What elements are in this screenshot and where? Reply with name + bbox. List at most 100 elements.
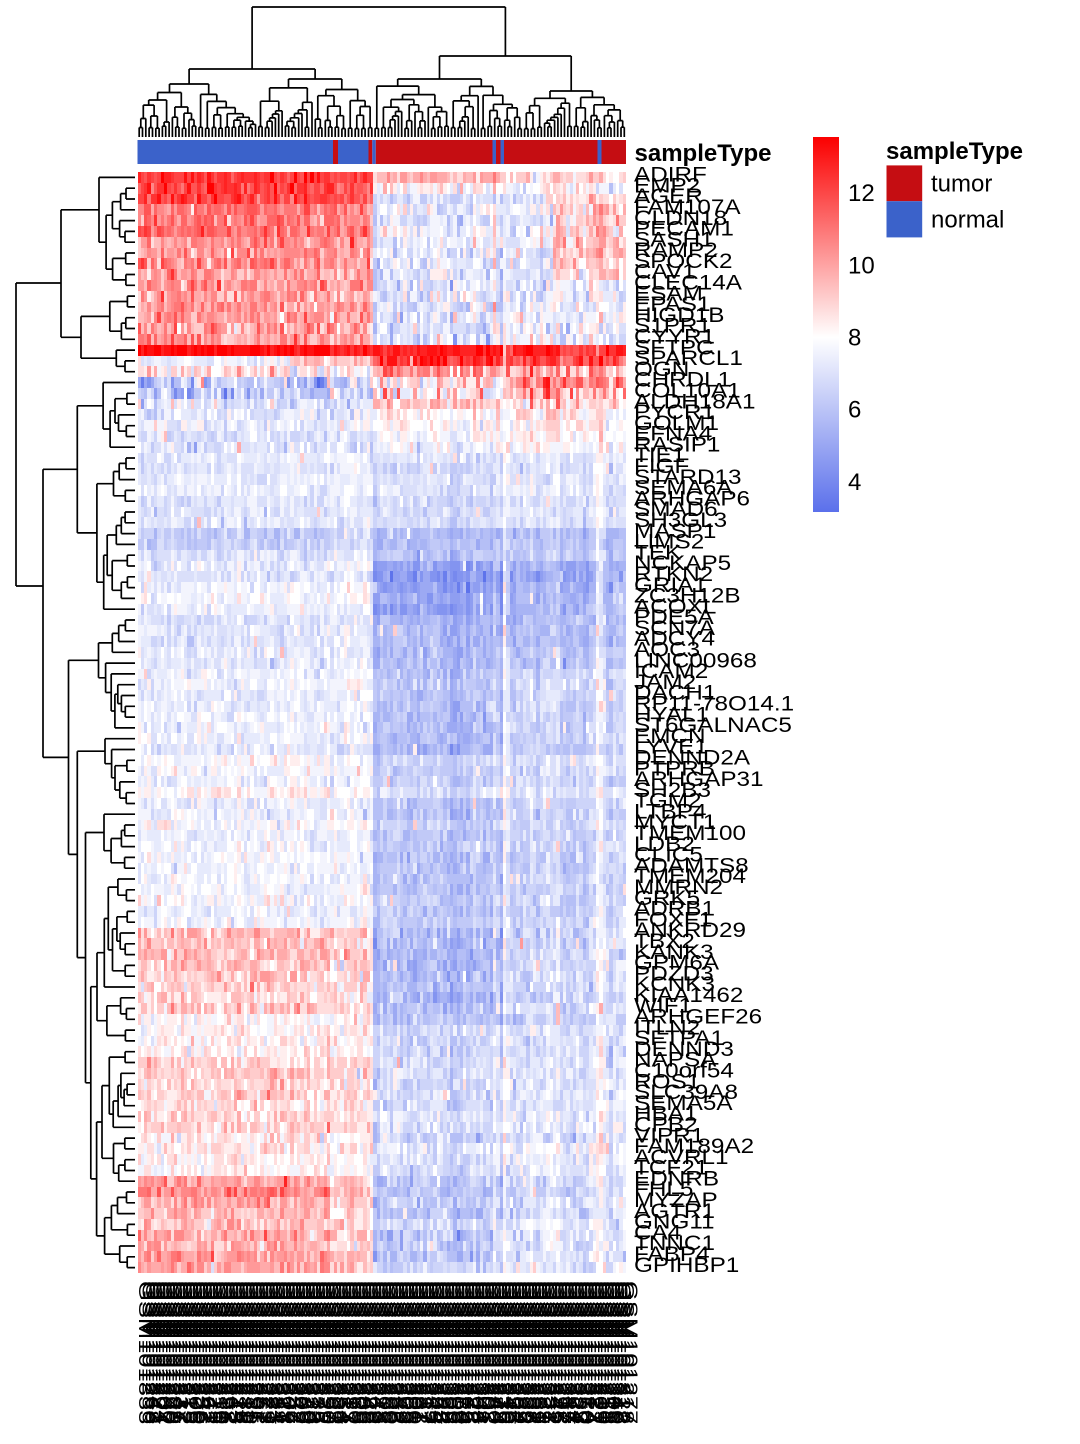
svg-text:MYCT1: MYCT1 [634, 810, 716, 834]
svg-text:GSM101326: GSM101326 [361, 1281, 382, 1424]
svg-text:GSM101279: GSM101279 [491, 1281, 512, 1424]
svg-text:TNNC1: TNNC1 [634, 1231, 715, 1255]
svg-text:SPOCK2: SPOCK2 [634, 248, 732, 272]
svg-text:SFTPC: SFTPC [634, 335, 714, 359]
svg-text:TCF21: TCF21 [634, 1155, 708, 1179]
svg-text:GSM101306: GSM101306 [351, 1281, 372, 1424]
svg-text:GSM101327: GSM101327 [537, 1281, 558, 1424]
svg-text:EPAS1: EPAS1 [634, 292, 710, 316]
svg-text:ST6GALNAC5: ST6GALNAC5 [634, 713, 792, 737]
svg-text:GSM101217: GSM101217 [417, 1281, 438, 1424]
svg-text:FABP4: FABP4 [634, 1242, 710, 1266]
svg-text:GSM101277: GSM101277 [620, 1281, 641, 1424]
svg-text:GSM101276: GSM101276 [231, 1281, 252, 1424]
svg-text:GSM101352: GSM101352 [285, 1281, 306, 1424]
svg-text:GSM101275: GSM101275 [178, 1281, 199, 1424]
svg-text:TEK: TEK [634, 540, 681, 564]
svg-text:GSM101338: GSM101338 [295, 1281, 316, 1424]
svg-text:GSM101314: GSM101314 [580, 1281, 601, 1424]
svg-text:GSM101299: GSM101299 [165, 1281, 186, 1424]
svg-text:NAPSA: NAPSA [634, 1047, 717, 1071]
svg-text:ANKRD29: ANKRD29 [634, 918, 746, 942]
svg-text:GSM101341: GSM101341 [168, 1281, 189, 1424]
svg-text:GSM101320: GSM101320 [188, 1281, 209, 1424]
svg-text:GSM101307: GSM101307 [278, 1281, 299, 1424]
svg-text:GSM101339: GSM101339 [517, 1281, 538, 1424]
svg-text:KANK3: KANK3 [634, 939, 714, 963]
svg-text:SASH1: SASH1 [634, 227, 714, 251]
svg-text:GSM101236: GSM101236 [494, 1281, 515, 1424]
svg-text:GSM101321: GSM101321 [261, 1281, 282, 1424]
svg-text:PYCR1: PYCR1 [634, 400, 715, 424]
svg-text:CA4: CA4 [634, 1220, 681, 1244]
svg-text:GSM101214: GSM101214 [228, 1281, 249, 1424]
svg-text:GSM101251: GSM101251 [597, 1281, 618, 1424]
svg-text:CYYR1: CYYR1 [634, 324, 715, 348]
svg-text:GSM101272: GSM101272 [311, 1281, 332, 1424]
svg-text:GSM101328: GSM101328 [461, 1281, 482, 1424]
svg-text:CLDN18: CLDN18 [634, 205, 727, 229]
svg-text:GSM101215: GSM101215 [208, 1281, 229, 1424]
svg-text:HYAL1: HYAL1 [634, 702, 709, 726]
svg-text:GSM101355: GSM101355 [401, 1281, 422, 1424]
svg-text:GSM101268: GSM101268 [142, 1281, 163, 1424]
svg-text:GSM101243: GSM101243 [368, 1281, 389, 1424]
svg-text:ZC3H12B: ZC3H12B [634, 583, 741, 607]
svg-text:GSM101231: GSM101231 [530, 1281, 551, 1424]
svg-text:GSM101259: GSM101259 [527, 1281, 548, 1424]
svg-text:GSM101253: GSM101253 [504, 1281, 525, 1424]
svg-text:GSM101350: GSM101350 [574, 1281, 595, 1424]
svg-text:GSM101329: GSM101329 [314, 1281, 335, 1424]
svg-text:GSM101318: GSM101318 [371, 1281, 392, 1424]
svg-text:AOC3: AOC3 [634, 637, 700, 661]
svg-text:GSM101227: GSM101227 [587, 1281, 608, 1424]
svg-text:GSM101287: GSM101287 [414, 1281, 435, 1424]
svg-text:GSM101206: GSM101206 [185, 1281, 206, 1424]
svg-text:COL10A1: COL10A1 [634, 378, 741, 402]
svg-text:GSM101317: GSM101317 [271, 1281, 292, 1424]
svg-text:GSM101278: GSM101278 [304, 1281, 325, 1424]
svg-text:EMCN: EMCN [634, 723, 705, 747]
svg-text:DENND3: DENND3 [634, 1036, 734, 1060]
svg-text:GSM101353: GSM101353 [570, 1281, 591, 1424]
svg-text:GSM101291: GSM101291 [408, 1281, 429, 1424]
svg-text:GSM101294: GSM101294 [434, 1281, 455, 1424]
svg-text:GRIA1: GRIA1 [634, 572, 707, 596]
svg-text:LINC00968: LINC00968 [634, 648, 757, 672]
svg-text:STARD13: STARD13 [634, 464, 741, 488]
svg-text:MYZAP: MYZAP [634, 1188, 718, 1212]
svg-text:GSM101351: GSM101351 [331, 1281, 352, 1424]
svg-text:GSM101322: GSM101322 [614, 1281, 635, 1424]
svg-text:GSM101241: GSM101241 [201, 1281, 222, 1424]
svg-text:KCNK3: KCNK3 [634, 972, 715, 996]
svg-text:GSM101228: GSM101228 [275, 1281, 296, 1424]
svg-text:SPARCL1: SPARCL1 [634, 346, 743, 370]
svg-text:GSM101331: GSM101331 [540, 1281, 561, 1424]
svg-text:CAV1: CAV1 [634, 259, 696, 283]
svg-text:AGER: AGER [634, 184, 703, 208]
svg-text:GSM101310: GSM101310 [211, 1281, 232, 1424]
svg-text:GSM101212: GSM101212 [175, 1281, 196, 1424]
svg-text:6: 6 [848, 397, 861, 424]
svg-text:12: 12 [848, 180, 875, 207]
svg-text:GSM101256: GSM101256 [192, 1281, 213, 1424]
svg-text:GSM101319: GSM101319 [182, 1281, 203, 1424]
svg-text:GSM101337: GSM101337 [341, 1281, 362, 1424]
svg-text:GSM101356: GSM101356 [444, 1281, 465, 1424]
svg-text:ROS1: ROS1 [634, 1069, 700, 1093]
svg-text:tumor: tumor [931, 171, 992, 198]
svg-text:TMEM204: TMEM204 [634, 864, 746, 888]
svg-text:GSM101289: GSM101289 [235, 1281, 256, 1424]
svg-text:FIGF: FIGF [634, 454, 689, 478]
svg-text:GSM101354: GSM101354 [427, 1281, 448, 1424]
svg-text:ARHGAP6: ARHGAP6 [634, 486, 750, 510]
svg-text:OGN: OGN [634, 356, 689, 380]
svg-text:sampleType: sampleType [886, 138, 1023, 165]
svg-text:LTBP4: LTBP4 [634, 799, 706, 823]
svg-text:GSM101323: GSM101323 [265, 1281, 286, 1424]
svg-text:AGTR1: AGTR1 [634, 1198, 715, 1222]
svg-text:GOLM1: GOLM1 [634, 410, 719, 434]
svg-text:GSM101346: GSM101346 [501, 1281, 522, 1424]
svg-text:GSM101345: GSM101345 [225, 1281, 246, 1424]
svg-text:DENND2A: DENND2A [634, 745, 751, 769]
